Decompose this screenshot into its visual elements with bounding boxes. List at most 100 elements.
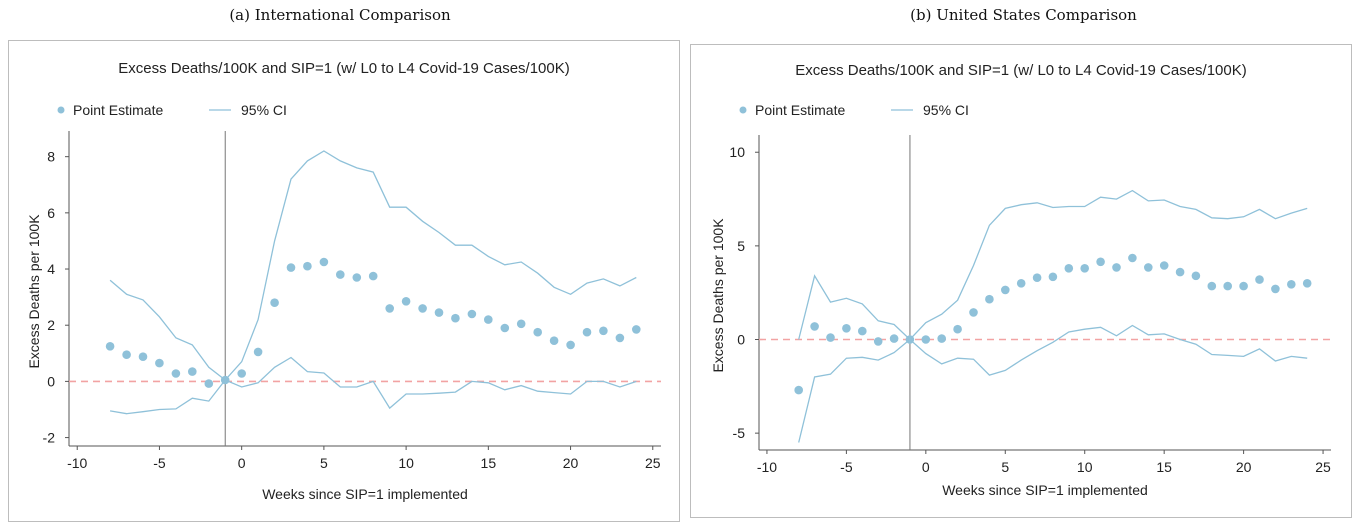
point-estimate-marker: [1080, 264, 1089, 273]
point-estimate-marker: [352, 273, 362, 282]
point-estimate-marker: [500, 323, 510, 333]
legend-point-label: Point Estimate: [73, 102, 163, 118]
point-estimate-marker: [1255, 275, 1264, 284]
x-tick-label: 25: [1315, 459, 1331, 475]
y-tick-label: 0: [47, 373, 55, 389]
point-estimate-marker: [319, 257, 329, 267]
caption-b: (b) United States Comparison: [910, 6, 1137, 24]
point-estimate-marker: [1048, 272, 1058, 282]
point-estimate-marker: [632, 325, 641, 334]
point-estimate-marker: [336, 270, 345, 279]
x-tick-label: 0: [238, 455, 246, 471]
point-estimate-marker: [368, 271, 378, 281]
point-estimate-marker: [516, 319, 526, 329]
chart-title: Excess Deaths/100K and SIP=1 (w/ L0 to L…: [118, 60, 570, 77]
point-estimate-marker: [1001, 285, 1010, 295]
point-estimate-marker: [303, 261, 312, 271]
point-estimate-marker: [237, 369, 246, 378]
x-tick-label: 0: [922, 459, 930, 475]
y-tick-label: 6: [47, 205, 55, 221]
x-tick-label: 5: [320, 455, 328, 471]
point-estimate-marker: [253, 347, 263, 357]
y-tick-label: 4: [47, 261, 55, 277]
point-estimate-marker: [1239, 281, 1248, 291]
point-estimate-marker: [1271, 284, 1280, 294]
legend-ci-label: 95% CI: [241, 102, 287, 118]
point-estimate-marker: [467, 309, 477, 319]
point-estimate-marker: [826, 333, 835, 342]
point-estimate-marker: [385, 304, 395, 313]
point-estimate-marker: [105, 342, 115, 351]
chart-panel-united-states: Excess Deaths/100K and SIP=1 (w/ L0 to L…: [690, 44, 1352, 518]
point-estimate-marker: [1223, 281, 1232, 291]
point-estimate-marker: [1128, 253, 1137, 263]
chart-panel-international: Excess Deaths/100K and SIP=1 (w/ L0 to L…: [8, 40, 680, 522]
x-tick-label: -10: [757, 459, 777, 475]
point-estimate-marker: [873, 337, 883, 346]
x-axis-label: Weeks since SIP=1 implemented: [942, 482, 1148, 498]
point-estimate-marker: [953, 324, 962, 334]
point-estimate-marker: [905, 335, 915, 344]
y-tick-label: 10: [729, 144, 745, 160]
legend-point-marker: [739, 106, 747, 114]
legend-point-label: Point Estimate: [755, 102, 845, 118]
point-estimate-marker: [842, 324, 851, 333]
point-estimate-marker: [188, 367, 197, 376]
x-tick-label: 10: [1077, 459, 1093, 475]
chart-title: Excess Deaths/100K and SIP=1 (w/ L0 to L…: [795, 62, 1247, 79]
legend: Point Estimate 95% CI: [739, 102, 969, 118]
point-estimate-marker: [138, 352, 148, 362]
x-tick-label: -10: [67, 455, 87, 471]
legend-ci-label: 95% CI: [923, 102, 969, 118]
point-estimate-marker: [1191, 271, 1201, 281]
point-estimate-marker: [969, 308, 978, 317]
ci-upper-line: [798, 189, 1308, 341]
y-tick-label: 5: [737, 238, 745, 254]
point-estimate-marker: [1032, 273, 1042, 282]
x-tick-label: 15: [1156, 459, 1172, 475]
point-estimate-marker: [1096, 257, 1105, 267]
ci-upper-line: [109, 150, 637, 381]
y-axis-label: Excess Deaths per 100K: [26, 214, 42, 369]
x-tick-label: 10: [398, 455, 414, 471]
point-estimate-marker: [418, 304, 427, 313]
y-tick-label: -2: [43, 430, 56, 446]
legend: Point Estimate 95% CI: [57, 102, 287, 118]
point-estimate-marker: [1302, 279, 1312, 288]
point-estimate-marker: [270, 298, 279, 308]
ci-lower-line: [798, 324, 1308, 443]
point-estimate-marker: [566, 340, 575, 350]
point-estimate-marker: [549, 336, 559, 346]
point-estimate-marker: [985, 294, 994, 304]
x-axis-label: Weeks since SIP=1 implemented: [262, 486, 468, 502]
x-tick-label: 15: [481, 455, 497, 471]
point-estimate-marker: [451, 313, 460, 323]
point-estimate-marker: [1175, 267, 1185, 277]
point-estimate-marker: [155, 358, 164, 368]
x-tick-label: 20: [1236, 459, 1252, 475]
y-tick-label: -5: [733, 425, 746, 441]
y-tick-label: 0: [737, 332, 745, 348]
point-estimate-marker: [1064, 264, 1074, 273]
y-tick-label: 2: [47, 317, 55, 333]
point-estimate-marker: [1287, 280, 1296, 289]
y-tick-label: 8: [47, 149, 55, 165]
x-tick-label: 20: [563, 455, 579, 471]
point-estimate-marker: [858, 326, 867, 336]
caption-a: (a) International Comparison: [229, 6, 451, 24]
point-estimate-marker: [533, 327, 542, 337]
y-axis-label: Excess Deaths per 100K: [710, 218, 726, 373]
point-estimate-marker: [204, 379, 214, 388]
x-tick-label: -5: [153, 455, 166, 471]
ci-lower-line: [109, 356, 637, 415]
point-estimate-marker: [599, 326, 608, 336]
point-estimate-marker: [794, 385, 803, 395]
x-tick-label: 5: [1001, 459, 1009, 475]
point-estimate-marker: [122, 350, 131, 360]
point-estimate-marker: [1112, 263, 1121, 272]
x-tick-label: 25: [645, 455, 661, 471]
point-estimate-marker: [401, 297, 411, 306]
point-estimate-marker: [171, 369, 181, 378]
point-estimate-marker: [889, 334, 899, 343]
point-estimate-marker: [615, 333, 625, 343]
